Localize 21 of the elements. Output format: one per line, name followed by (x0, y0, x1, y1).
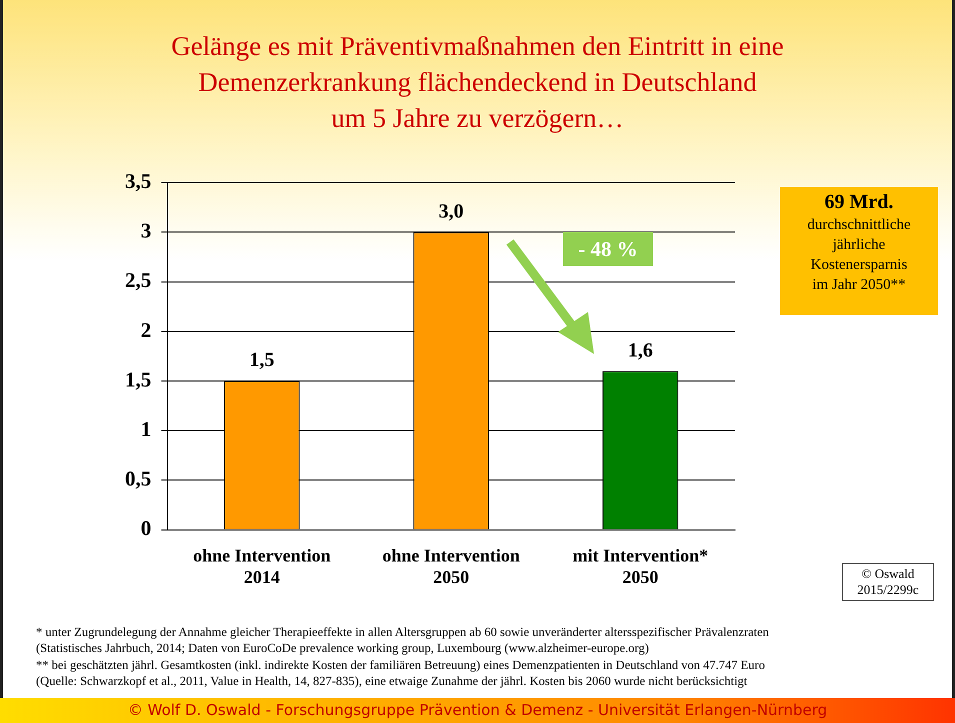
chart-title: Gelänge es mit Präventivmaßnahmen den Eintritt in eine Demenzerkrankung flächendeckend in Deutschland um 5 Jahre zu verzögern… (170, 30, 785, 135)
annotation: - 48 % (563, 232, 653, 266)
y-tick-label: 1,5 (125, 367, 152, 392)
y-tick-label: 3 (140, 218, 152, 243)
data-label: 1,6 (628, 339, 653, 362)
y-tick-label: 0,5 (125, 466, 152, 491)
y-tick-label: 2,5 (125, 268, 152, 292)
text: © Oswald 2015/2299c (842, 563, 934, 601)
y-tick-label: 1 (140, 417, 152, 442)
data-label: 3,0 (438, 200, 464, 222)
y-tick-label: 2 (140, 318, 152, 342)
x-tick-label: ohne Intervention 2014 (193, 545, 331, 587)
x-tick-label: mit Intervention* 2050 (572, 545, 708, 587)
text: 69 Mrd. durchschnittliche jährliche Kostenersparnis im Jahr 2050** (806, 190, 912, 295)
y-tick-label: 0 (140, 516, 152, 540)
text: ** bei geschätzten jährl. Gesamtkosten (inkl. indirekte Kosten der familiären Betreuung) eines Demenzpatienten in Deutschland von 47.747 Euro (Quelle: Schwarzkopf et al., 2011, Value in Health, 14, 827-835), eine etwaige Zunahme der jährl. Kosten bis 2060 wurde nicht berücksichtigt (36, 657, 766, 689)
data-label: 1,5 (249, 349, 274, 372)
text: * unter Zugrundelegung der Annahme gleicher Therapieeffekte in allen Altersgruppen ab 60 sowie unveränderter altersspezifischer Prävalenzraten (Statistisches Jahrbuch, 2014; Daten von EuroCoDe prevalence working group, Luxembourg (www.alzheimer-europe.org) (36, 624, 770, 656)
y-tick-label: 3,5 (125, 169, 152, 194)
text: © Wolf D. Oswald - Forschungsgruppe Prävention & Demenz - Universität Erlangen-Nürnberg (0, 698, 955, 723)
x-tick-label: ohne Intervention 2050 (382, 545, 520, 587)
